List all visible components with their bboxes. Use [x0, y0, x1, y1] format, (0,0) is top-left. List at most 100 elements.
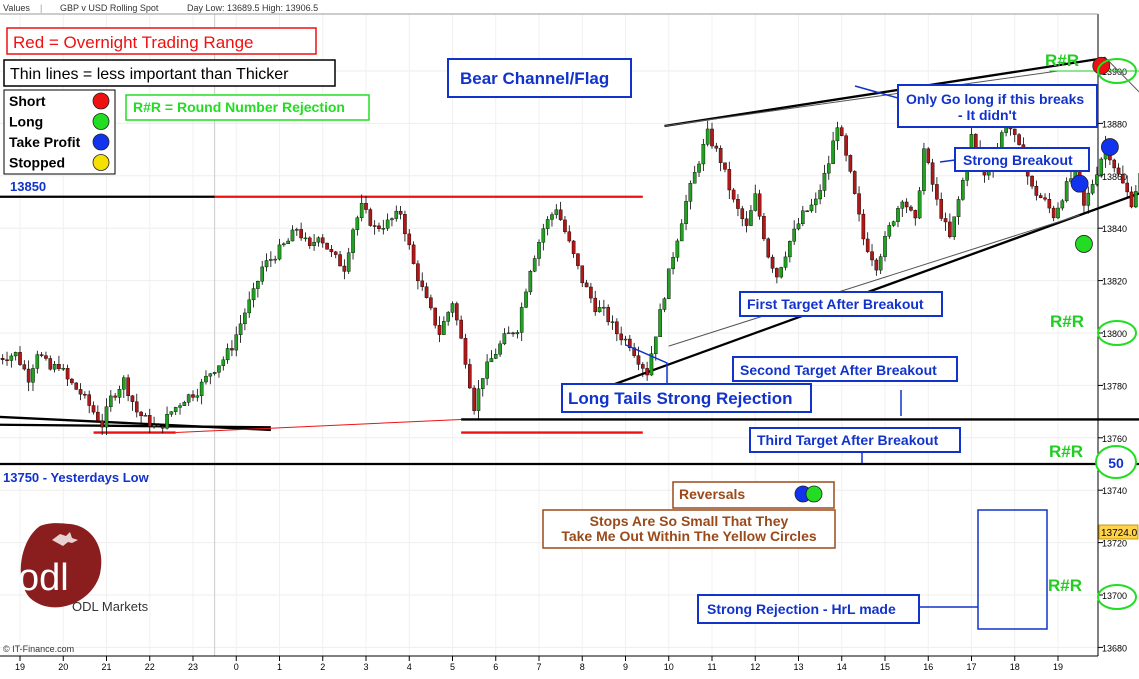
candle-body	[408, 234, 411, 245]
candle-body	[295, 229, 298, 230]
candle-body	[693, 172, 696, 183]
candle-body	[840, 128, 843, 136]
candle-body	[386, 220, 389, 228]
candle-body	[957, 199, 960, 216]
candle-body	[1091, 184, 1094, 193]
candle-body	[793, 229, 796, 241]
rr-label-13800: R#R	[1050, 312, 1084, 331]
x-tick-label: 7	[536, 662, 541, 672]
candle-body	[274, 259, 277, 260]
candle-body	[23, 365, 26, 369]
x-tick-label: 23	[188, 662, 198, 672]
candle-body	[209, 374, 212, 376]
candle-body	[57, 364, 60, 369]
candle-body	[1013, 129, 1016, 135]
candle-body	[511, 333, 514, 334]
take-profit-marker	[1101, 138, 1118, 155]
candle-body	[914, 210, 917, 218]
candle-body	[127, 378, 130, 396]
candle-body	[317, 238, 320, 242]
candle-body	[101, 421, 104, 427]
candle-body	[468, 364, 471, 388]
candle-body	[256, 281, 259, 288]
candle-body	[745, 219, 748, 226]
candle-body	[659, 309, 662, 336]
candle-body	[49, 358, 52, 369]
candle-body	[1, 358, 4, 360]
candle-body	[1113, 160, 1116, 168]
thin-lines-note: Thin lines = less important than Thicker	[10, 66, 289, 83]
candle-body	[265, 261, 268, 267]
candle-body	[464, 338, 467, 364]
candle-body	[676, 241, 679, 257]
legend-label-long: Long	[9, 114, 43, 130]
candle-body	[572, 241, 575, 254]
x-tick-label: 16	[923, 662, 933, 672]
candle-body	[788, 241, 791, 257]
candle-body	[1095, 175, 1098, 185]
legend-swatch-long	[93, 114, 109, 130]
candle-body	[680, 224, 683, 241]
candle-body	[844, 136, 847, 156]
candle-body	[429, 298, 432, 308]
candle-body	[771, 257, 774, 268]
candle-body	[377, 226, 380, 229]
candle-body	[849, 155, 852, 171]
rr-label-13900: R#R	[1045, 51, 1079, 70]
candle-body	[403, 214, 406, 234]
candle-body	[183, 402, 186, 405]
third-target-note: Third Target After Breakout	[757, 432, 939, 448]
candle-body	[706, 129, 709, 144]
candle-body	[170, 412, 173, 415]
candle-body	[620, 334, 623, 340]
y-tick-label: 13760	[1102, 434, 1127, 444]
header-separator: |	[40, 3, 42, 13]
candle-body	[425, 287, 428, 298]
y-tick-label: 13780	[1102, 381, 1127, 391]
candle-body	[230, 348, 233, 350]
y-tick-label: 13700	[1102, 591, 1127, 601]
candle-body	[412, 245, 415, 264]
x-tick-label: 5	[450, 662, 455, 672]
candle-body	[114, 396, 117, 397]
candle-body	[161, 426, 164, 428]
candle-body	[1100, 159, 1103, 175]
x-tick-label: 11	[707, 662, 716, 672]
candle-body	[870, 252, 873, 260]
candle-body	[243, 313, 246, 324]
y-tick-label: 13820	[1102, 277, 1127, 287]
candle-body	[594, 298, 597, 312]
values-label: Values	[3, 3, 30, 13]
candle-body	[615, 322, 618, 334]
x-tick-label: 18	[1010, 662, 1020, 672]
long-tails-note: Long Tails Strong Rejection	[568, 389, 792, 408]
legend-label-short: Short	[9, 93, 46, 109]
rr-legend-note: R#R = Round Number Rejection	[133, 99, 345, 115]
x-tick-label: 13	[793, 662, 803, 672]
candle-body	[719, 148, 722, 162]
candle-body	[637, 356, 640, 365]
candle-body	[390, 219, 393, 220]
candle-body	[1048, 199, 1051, 208]
candle-body	[447, 312, 450, 321]
candle-body	[369, 210, 372, 226]
candle-body	[780, 267, 783, 277]
candle-body	[754, 194, 757, 211]
candle-body	[1126, 183, 1129, 192]
candle-body	[723, 163, 726, 170]
candle-body	[200, 382, 203, 396]
round-number-50-label: 50	[1108, 455, 1124, 471]
candle-body	[611, 322, 614, 323]
x-tick-label: 17	[966, 662, 976, 672]
strong-breakout-note: Strong Breakout	[963, 152, 1073, 168]
candle-body	[18, 352, 21, 364]
candle-body	[1121, 174, 1124, 183]
candle-body	[473, 388, 476, 411]
candle-body	[135, 402, 138, 412]
candle-body	[775, 268, 778, 277]
candle-body	[892, 222, 895, 226]
candle-body	[896, 208, 899, 221]
legend-label-stopped: Stopped	[9, 155, 65, 171]
stops-note: Stops Are So Small That They	[590, 513, 789, 529]
candle-body	[174, 407, 177, 411]
